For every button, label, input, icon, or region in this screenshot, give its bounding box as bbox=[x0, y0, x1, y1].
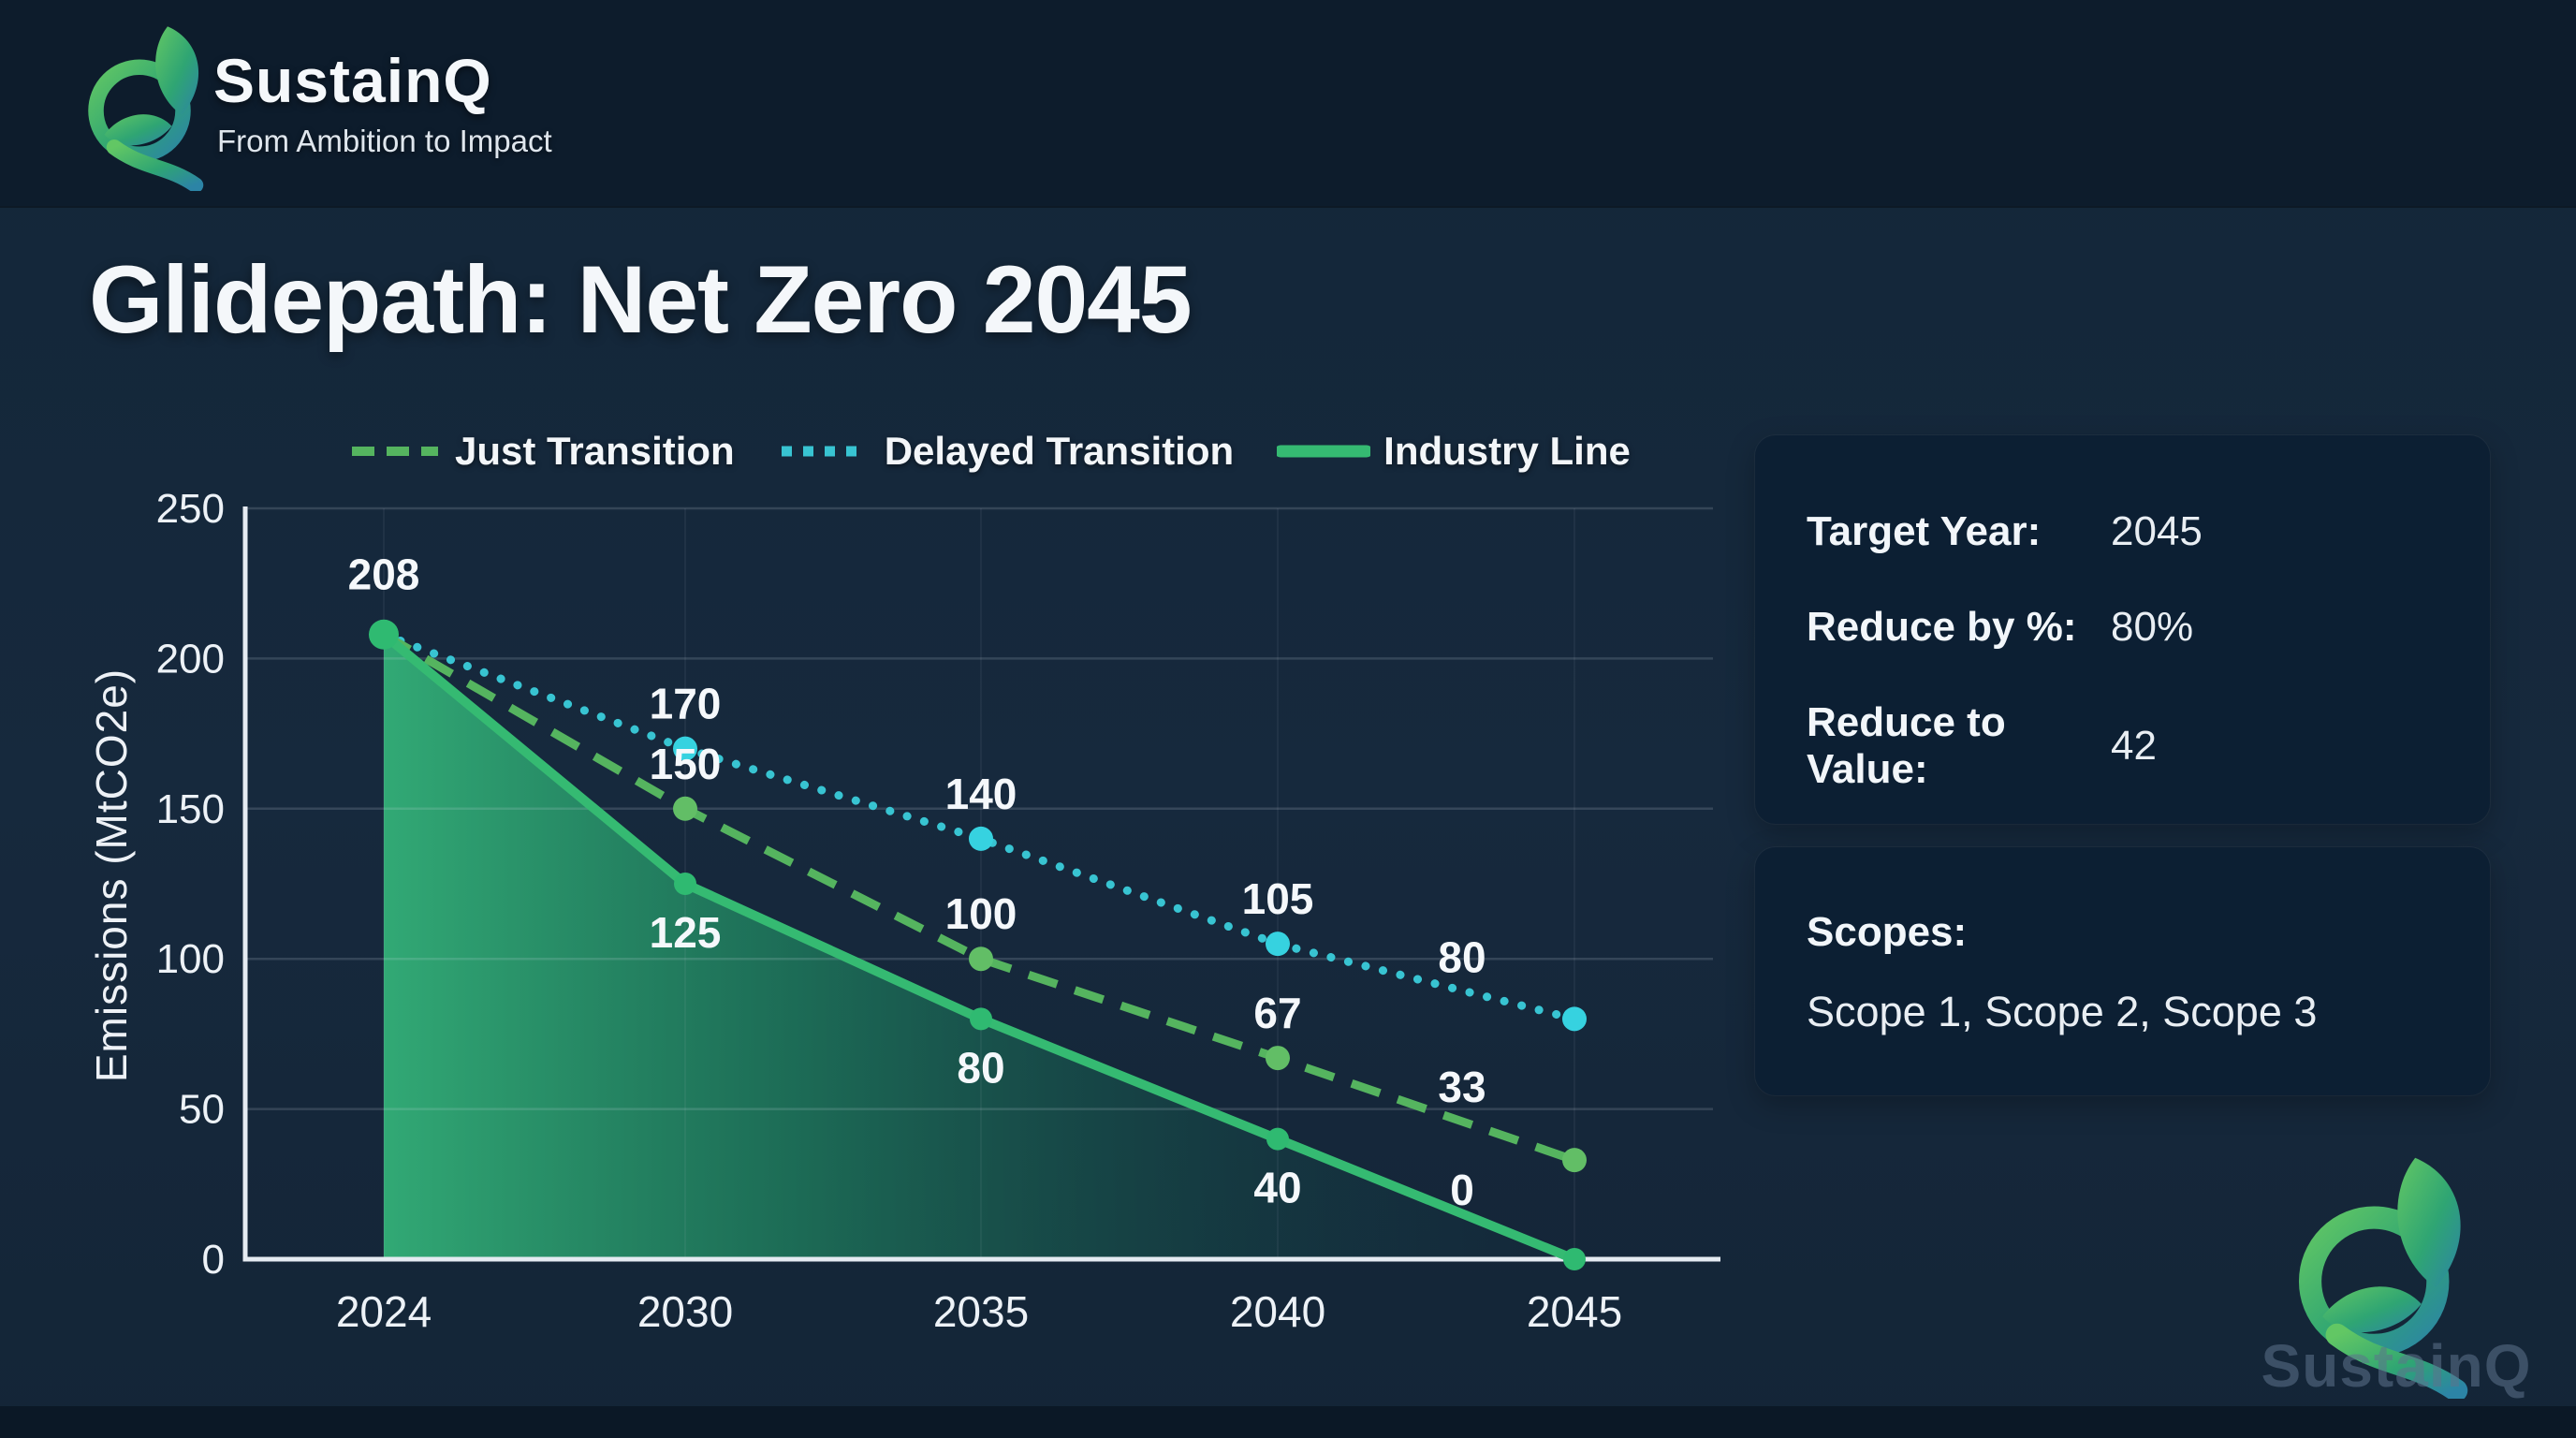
y-tick-label: 100 bbox=[156, 936, 225, 982]
kpi-label: Target Year: bbox=[1807, 508, 2042, 554]
kpi-row: Reduce to Value: 42 bbox=[1807, 699, 2490, 793]
data-label: 105 bbox=[1242, 874, 1314, 923]
data-label: 125 bbox=[650, 908, 722, 957]
emissions-glidepath-chart: 0 50 100 150 200 250 2024 2030 2035 2040 2045 170 14… bbox=[156, 486, 1720, 1336]
data-point-industry-line bbox=[1266, 1127, 1289, 1151]
data-point-just-transition bbox=[1562, 1148, 1587, 1173]
legend-item-industry-line: Industry Line bbox=[1277, 429, 1631, 474]
data-point-just-transition bbox=[969, 946, 993, 972]
area-fill bbox=[384, 634, 1574, 1259]
data-point-just-transition bbox=[673, 796, 697, 821]
kpi-label: Reduce by %: bbox=[1807, 604, 2077, 650]
watermark-text: SustainQ bbox=[2261, 1332, 2532, 1400]
watermark-logo-icon bbox=[2298, 1157, 2468, 1399]
scopes-panel: Scopes: Scope 1, Scope 2, Scope 3 bbox=[1755, 847, 2490, 1095]
data-label: 0 bbox=[1450, 1166, 1474, 1214]
series-line-just-transition bbox=[381, 630, 1576, 1165]
brand-tagline: From Ambition to Impact bbox=[217, 124, 552, 158]
data-point-industry-line bbox=[1563, 1248, 1586, 1270]
kpi-label: Reduce to Value: bbox=[1807, 699, 2006, 792]
kpi-row: Target Year: 2045 bbox=[1807, 508, 2490, 555]
y-tick-label: 200 bbox=[156, 636, 225, 682]
y-tick-label: 0 bbox=[202, 1237, 225, 1283]
data-label: 80 bbox=[957, 1043, 1004, 1092]
chart-legend: Just Transition Delayed Transition Industr… bbox=[348, 429, 1631, 474]
scopes-value: Scope 1, Scope 2, Scope 3 bbox=[1807, 988, 2318, 1035]
data-label: 33 bbox=[1438, 1063, 1486, 1111]
legend-label: Industry Line bbox=[1383, 429, 1631, 473]
scopes-title: Scopes: bbox=[1807, 909, 1968, 955]
data-point-delayed-transition bbox=[673, 736, 697, 761]
legend-item-just-transition: Just Transition bbox=[348, 429, 735, 474]
data-label: 40 bbox=[1253, 1164, 1301, 1212]
data-label: 208 bbox=[348, 550, 420, 599]
kpi-panel: Target Year: 2045 Reduce by %: 80% Reduce to… bbox=[1755, 435, 2490, 824]
data-label: 80 bbox=[1438, 932, 1486, 981]
y-tick-label: 150 bbox=[156, 786, 225, 832]
series-line-delayed-transition bbox=[379, 630, 1579, 1023]
x-tick-label: 2035 bbox=[933, 1287, 1029, 1336]
data-point-delayed-transition bbox=[1266, 932, 1290, 957]
data-point-industry-line bbox=[369, 619, 399, 650]
kpi-row: Reduce by %: 80% bbox=[1807, 604, 2490, 651]
q-leaf-logo-icon bbox=[88, 26, 204, 191]
legend-swatch-dashed-icon bbox=[352, 447, 438, 456]
kpi-value: 2045 bbox=[2111, 508, 2203, 554]
footer-bar bbox=[0, 1406, 2576, 1438]
x-tick-label: 2024 bbox=[336, 1287, 432, 1336]
app-header bbox=[0, 0, 2576, 206]
y-tick-label: 250 bbox=[156, 486, 225, 532]
data-label: 67 bbox=[1253, 989, 1301, 1037]
legend-label: Just Transition bbox=[455, 429, 735, 473]
x-tick-label: 2030 bbox=[637, 1287, 733, 1336]
legend-swatch-solid-icon bbox=[1277, 445, 1371, 458]
kpi-value: 80% bbox=[2111, 604, 2194, 650]
legend-label: Delayed Transition bbox=[884, 429, 1235, 473]
data-point-industry-line bbox=[674, 873, 696, 895]
x-tick-label: 2045 bbox=[1527, 1287, 1622, 1336]
data-label: 150 bbox=[650, 740, 722, 788]
page-title: Glidepath: Net Zero 2045 bbox=[89, 246, 1193, 353]
brand-name: SustainQ bbox=[213, 46, 492, 115]
data-point-just-transition bbox=[1266, 1046, 1290, 1071]
data-label: 170 bbox=[650, 680, 722, 728]
legend-swatch-dotted-icon bbox=[781, 446, 868, 457]
y-tick-label: 50 bbox=[179, 1087, 225, 1133]
data-point-delayed-transition bbox=[969, 826, 993, 851]
data-point-delayed-transition bbox=[1562, 1006, 1587, 1032]
kpi-value: 42 bbox=[2111, 723, 2157, 769]
data-label: 100 bbox=[945, 889, 1017, 938]
data-point-industry-line bbox=[970, 1007, 992, 1031]
data-label: 140 bbox=[945, 770, 1017, 818]
legend-item-delayed-transition: Delayed Transition bbox=[778, 429, 1234, 474]
x-tick-label: 2040 bbox=[1230, 1287, 1325, 1336]
